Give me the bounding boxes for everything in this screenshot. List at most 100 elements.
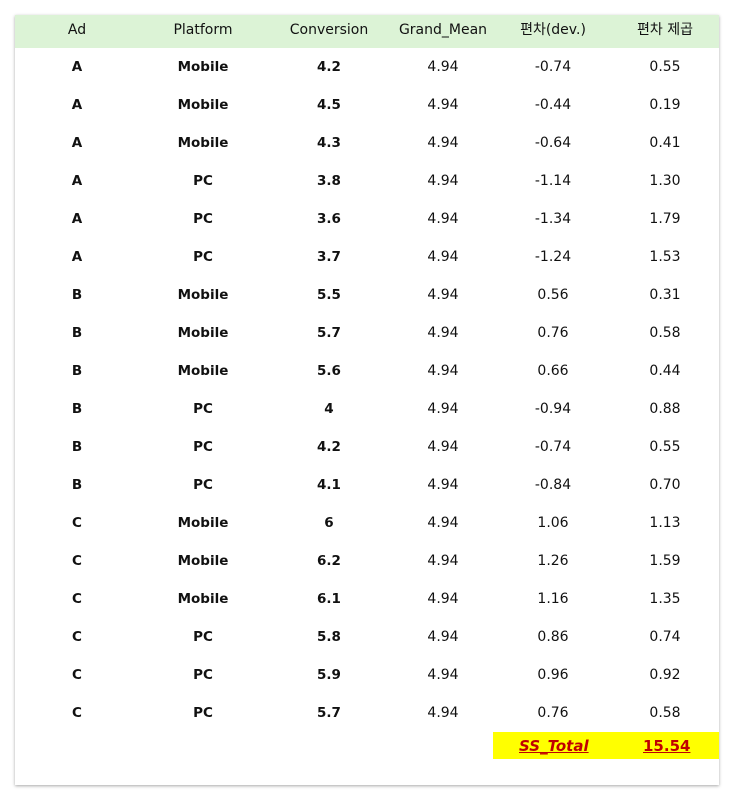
cell: 0.19: [649, 97, 681, 113]
cell: PC: [193, 705, 213, 721]
cell: A: [71, 249, 83, 265]
cell: 4.94: [427, 211, 459, 227]
cell: 4.1: [317, 477, 341, 493]
cell: C: [72, 515, 82, 531]
cell: A: [71, 135, 83, 151]
cell: 3.8: [317, 173, 341, 189]
cell: 3.7: [317, 249, 341, 265]
cell: 3.6: [317, 211, 341, 227]
cell: 5.5: [317, 287, 341, 303]
cell: 4.94: [427, 287, 459, 303]
cell: PC: [193, 401, 213, 417]
cell: C: [72, 553, 82, 569]
cell: A: [71, 173, 83, 189]
cell: A: [71, 97, 83, 113]
cell: 6.2: [317, 553, 341, 569]
cell: C: [72, 591, 82, 607]
cell: Mobile: [177, 287, 229, 303]
cell: 0.88: [649, 401, 681, 417]
cell: 4.94: [427, 97, 459, 113]
cell: 4.94: [427, 439, 459, 455]
cell: C: [72, 705, 82, 721]
header-cell: Grand_Mean: [398, 22, 488, 38]
cell: -1.34: [534, 211, 572, 227]
cell: 5.6: [317, 363, 341, 379]
cell: B: [71, 439, 83, 455]
cell: Mobile: [177, 97, 229, 113]
total-row: SS_Total 15.54: [493, 732, 719, 759]
cell: 0.70: [649, 477, 681, 493]
cell: PC: [193, 477, 213, 493]
cell: 1.13: [649, 515, 681, 531]
cell: 0.76: [537, 705, 569, 721]
cell: 0.74: [649, 629, 681, 645]
header-row: [15, 15, 719, 48]
cell: 1.79: [649, 211, 681, 227]
cell: 4.94: [427, 515, 459, 531]
cell: -0.44: [534, 97, 572, 113]
cell: 5.7: [317, 325, 341, 341]
cell: C: [72, 667, 82, 683]
cell: -1.14: [534, 173, 572, 189]
cell: 6: [324, 515, 334, 531]
cell: 4.2: [317, 59, 341, 75]
total-label: SS_Total: [519, 737, 589, 755]
cell: 0.44: [649, 363, 681, 379]
cell: 0.41: [649, 135, 681, 151]
cell: 0.31: [649, 287, 681, 303]
cell: 4.94: [427, 363, 459, 379]
cell: 0.76: [537, 325, 569, 341]
cell: 0.66: [537, 363, 569, 379]
cell: -0.74: [534, 439, 572, 455]
cell: 0.55: [649, 59, 681, 75]
cell: PC: [193, 439, 213, 455]
cell: 4.94: [427, 401, 459, 417]
cell: 4.94: [427, 667, 459, 683]
cell: -0.74: [534, 59, 572, 75]
cell: 0.96: [537, 667, 569, 683]
cell: PC: [193, 667, 213, 683]
cell: Mobile: [177, 325, 229, 341]
header-cell: Platform: [173, 22, 233, 38]
cell: -1.24: [534, 249, 572, 265]
cell: B: [71, 363, 83, 379]
cell: 0.55: [649, 439, 681, 455]
cell: Mobile: [177, 135, 229, 151]
cell: 6.1: [317, 591, 341, 607]
cell: 4.94: [427, 173, 459, 189]
cell: PC: [193, 629, 213, 645]
cell: Mobile: [177, 515, 229, 531]
cell: 1.26: [537, 553, 569, 569]
cell: PC: [193, 249, 213, 265]
cell: 4.94: [427, 59, 459, 75]
cell: B: [71, 477, 83, 493]
cell: C: [72, 629, 82, 645]
header-cell: 편차(dev.): [520, 22, 586, 38]
cell: 0.58: [649, 325, 681, 341]
cell: 4.94: [427, 629, 459, 645]
cell: 4.94: [427, 135, 459, 151]
cell: 5.8: [317, 629, 341, 645]
cell: Mobile: [177, 591, 229, 607]
cell: 0.56: [537, 287, 569, 303]
cell: 4: [324, 401, 334, 417]
header-cell: 편차 제곱: [637, 22, 693, 38]
cell: B: [71, 287, 83, 303]
cell: A: [71, 59, 83, 75]
cell: A: [71, 211, 83, 227]
cell: -0.64: [534, 135, 572, 151]
cell: B: [71, 401, 83, 417]
cell: 5.9: [317, 667, 341, 683]
cell: 1.16: [537, 591, 569, 607]
cell: 1.53: [649, 249, 681, 265]
cell: 4.94: [427, 553, 459, 569]
cell: PC: [193, 173, 213, 189]
cell: 1.30: [649, 173, 681, 189]
cell: PC: [193, 211, 213, 227]
cell: 0.92: [649, 667, 681, 683]
cell: 4.3: [317, 135, 341, 151]
header-cell: Conversion: [289, 22, 369, 38]
cell: 1.06: [537, 515, 569, 531]
cell: Mobile: [177, 553, 229, 569]
cell: 4.94: [427, 477, 459, 493]
